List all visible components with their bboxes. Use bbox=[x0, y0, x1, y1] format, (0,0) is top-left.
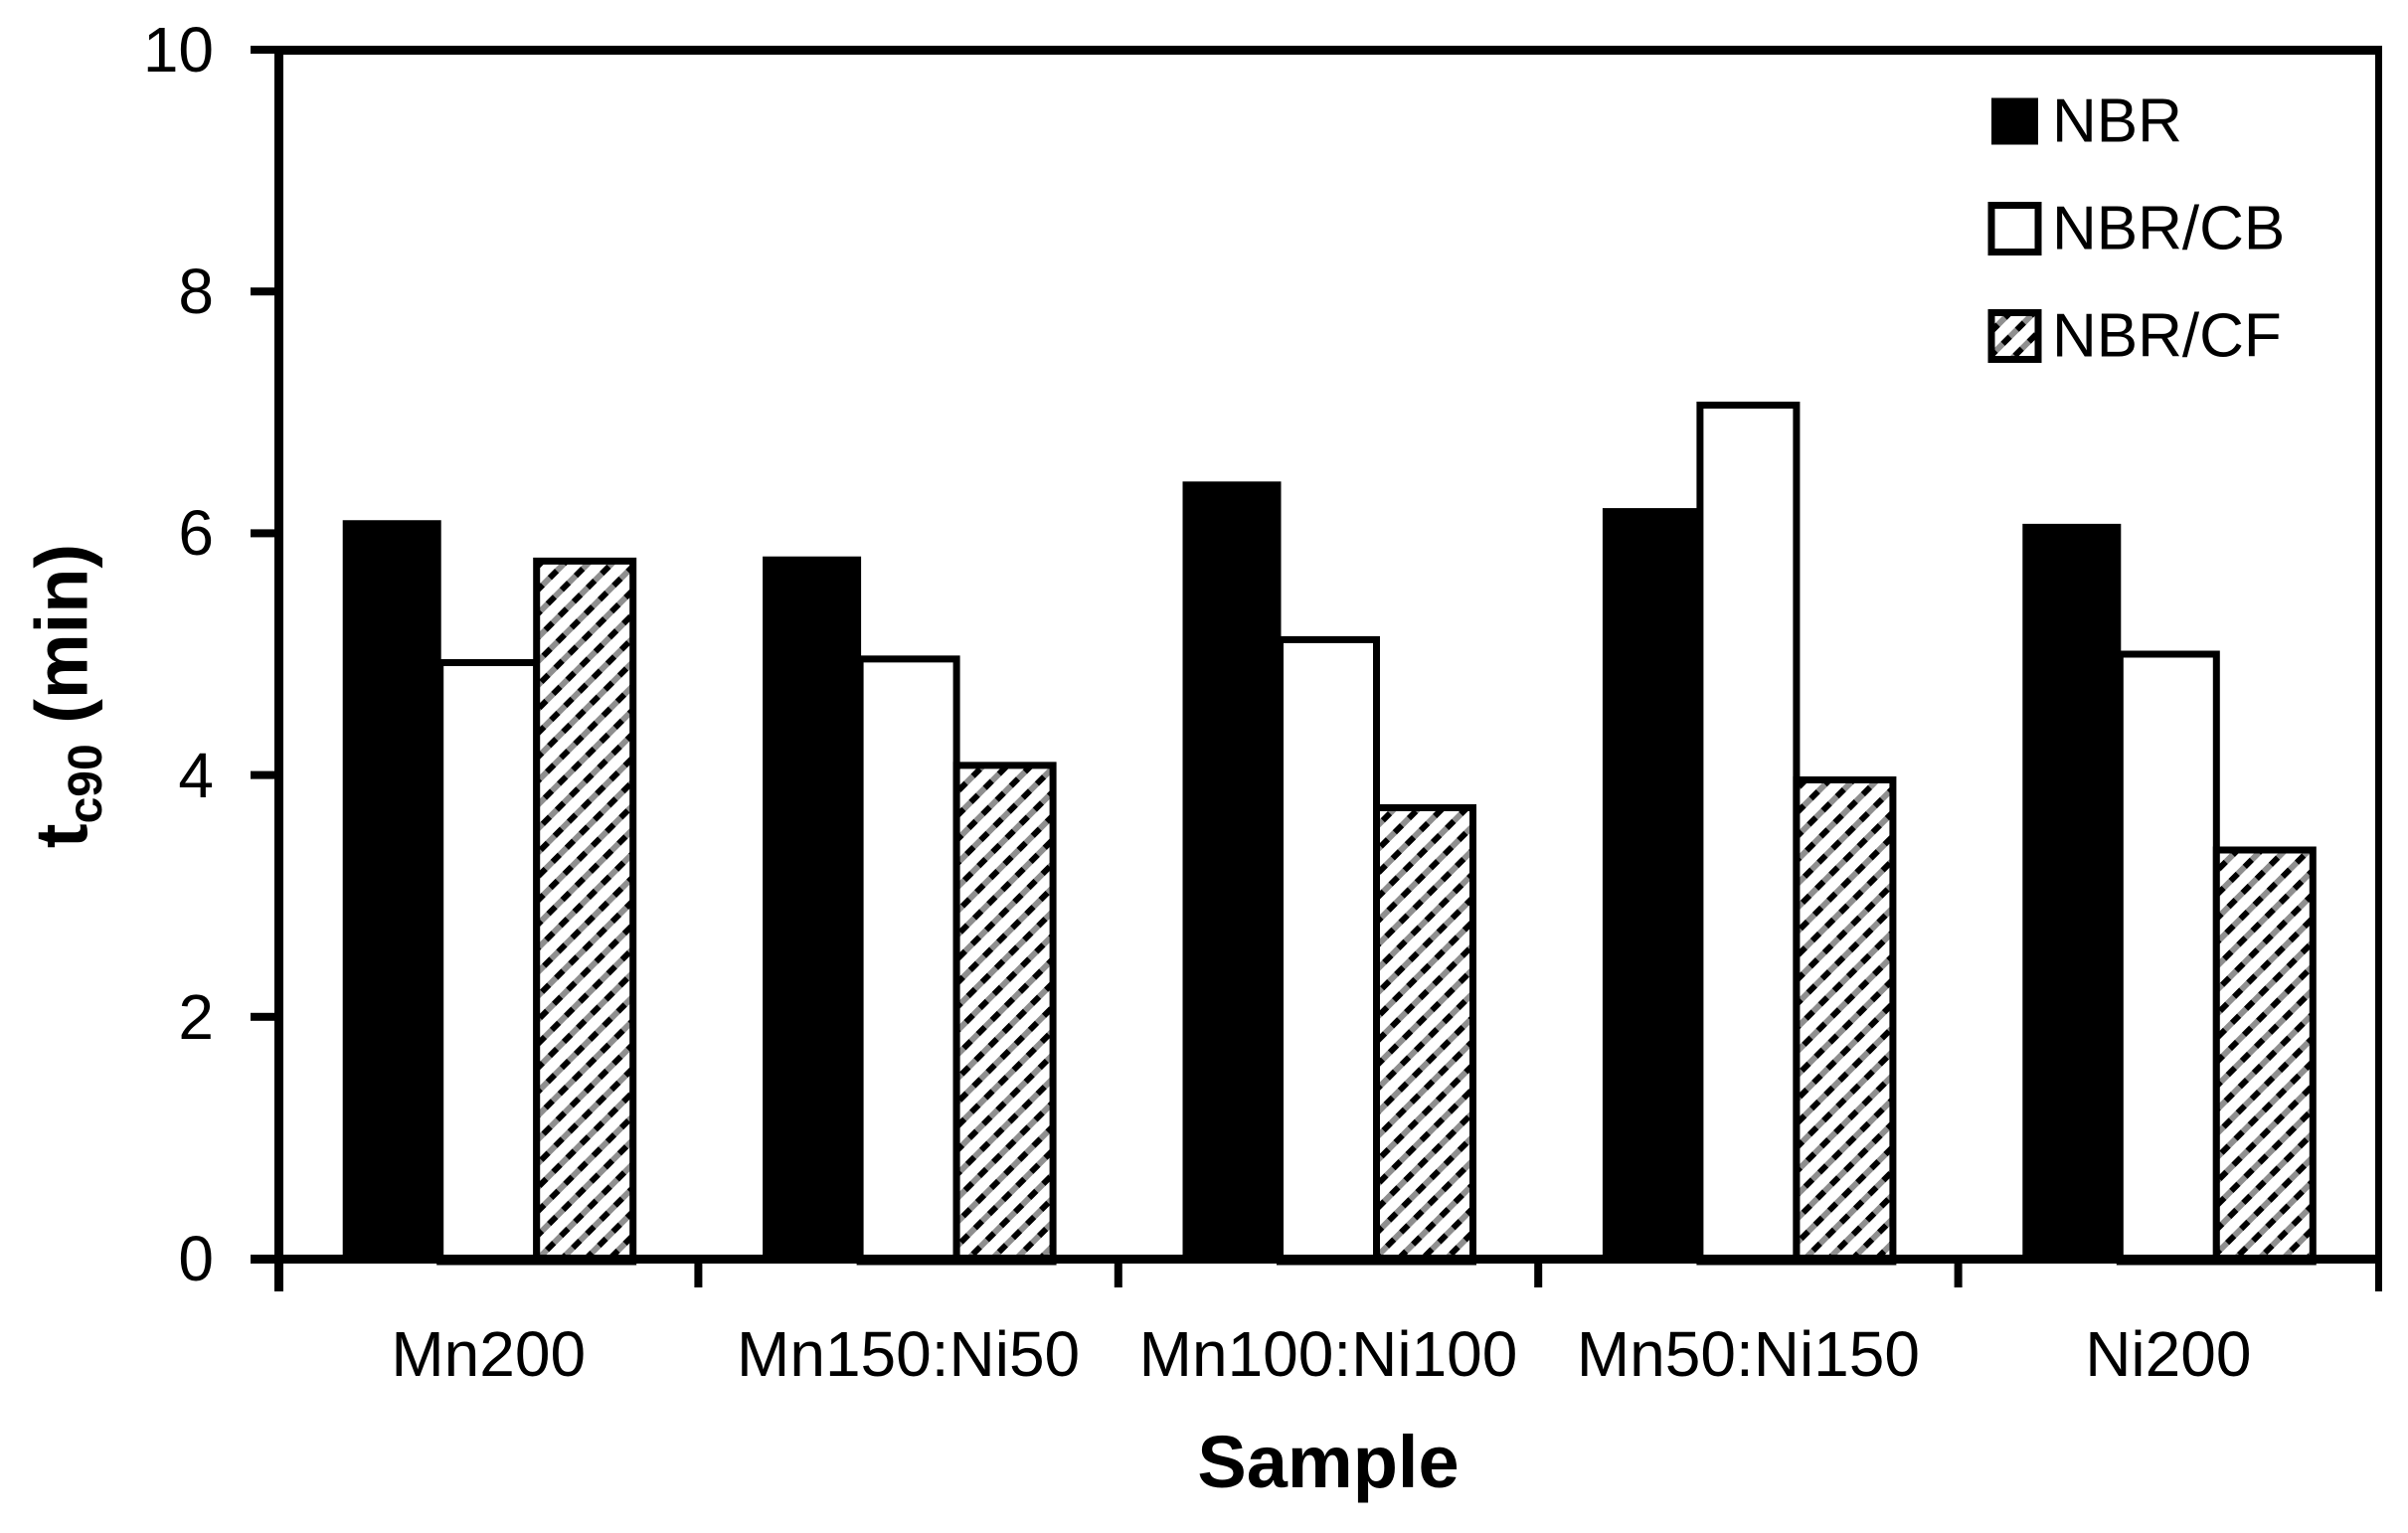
x-axis-title: Sample bbox=[1197, 1421, 1460, 1503]
y-tick-label-0: 0 bbox=[178, 1223, 214, 1294]
y-axis-title: tc90 (min) bbox=[20, 543, 112, 849]
x-axis-tick bbox=[1534, 1264, 1543, 1287]
y-tick-label-10: 10 bbox=[142, 14, 214, 85]
axes-layer bbox=[251, 46, 2382, 1291]
bar-nbr-cf-mn150-ni50 bbox=[952, 762, 1057, 1266]
x-axis-line bbox=[251, 1255, 2382, 1264]
bar-nbr-cb-ni200 bbox=[2116, 650, 2220, 1266]
y-axis-line bbox=[274, 46, 283, 1291]
plot-top-border bbox=[274, 46, 2382, 55]
x-category-label-mn50-ni150: Mn50:Ni150 bbox=[1576, 1318, 1920, 1390]
y-tick-label-2: 2 bbox=[178, 980, 214, 1053]
y-axis-title-unit: (min) bbox=[20, 543, 103, 745]
bar-nbr-mn100-ni100 bbox=[1182, 481, 1282, 1263]
bar-nbr-ni200 bbox=[2022, 523, 2122, 1263]
x-category-label-mn100-ni100: Mn100:Ni100 bbox=[1138, 1318, 1518, 1390]
y-axis-tick bbox=[251, 529, 274, 538]
y-tick-label-4: 4 bbox=[178, 739, 214, 811]
bars-layer bbox=[342, 402, 2317, 1266]
y-axis-tick bbox=[251, 287, 274, 296]
legend-label-nbr: NBR bbox=[2052, 86, 2182, 156]
y-axis-title-subscript: c90 bbox=[59, 744, 112, 824]
x-category-label-ni200: Ni200 bbox=[2085, 1318, 2252, 1390]
y-tick-label-8: 8 bbox=[178, 256, 214, 328]
legend-swatch-nbr bbox=[1991, 97, 2038, 145]
legend-swatches bbox=[1987, 97, 2042, 363]
plot-right-border bbox=[2375, 46, 2382, 1291]
legend-swatch-nbr-cb bbox=[1987, 202, 2042, 256]
bar-nbr-mn150-ni50 bbox=[763, 556, 862, 1263]
y-axis-tick bbox=[251, 770, 274, 779]
x-category-label-mn150-ni50: Mn150:Ni50 bbox=[737, 1318, 1081, 1390]
legend-swatch-nbr-cf bbox=[1987, 309, 2042, 363]
y-axis-tick bbox=[251, 46, 274, 54]
bar-nbr-cb-mn50-ni150 bbox=[1696, 402, 1801, 1266]
y-axis-title-base: t bbox=[20, 823, 103, 849]
bar-nbr-cb-mn100-ni100 bbox=[1277, 635, 1380, 1266]
y-tick-label-6: 6 bbox=[178, 497, 214, 570]
x-axis-tick bbox=[694, 1264, 703, 1287]
legend-label-nbr-cf: NBR/CF bbox=[2052, 301, 2282, 371]
bar-nbr-cf-mn50-ni150 bbox=[1793, 775, 1897, 1266]
bar-nbr-mn200 bbox=[342, 520, 441, 1263]
legend-label-nbr-cb: NBR/CB bbox=[2052, 194, 2286, 263]
bar-nbr-cf-ni200 bbox=[2212, 846, 2317, 1266]
bar-nbr-cf-mn200 bbox=[533, 557, 637, 1266]
bar-nbr-cf-mn100-ni100 bbox=[1373, 803, 1476, 1266]
bar-nbr-cb-mn150-ni50 bbox=[856, 655, 960, 1266]
x-axis-tick bbox=[1954, 1264, 1963, 1287]
y-axis-tick bbox=[251, 1012, 274, 1021]
x-category-label-mn200: Mn200 bbox=[391, 1318, 587, 1390]
x-axis-tick bbox=[1114, 1264, 1122, 1287]
bar-nbr-mn50-ni150 bbox=[1602, 508, 1701, 1263]
y-axis-tick bbox=[251, 1255, 274, 1263]
bar-nbr-cb-mn200 bbox=[436, 659, 541, 1266]
